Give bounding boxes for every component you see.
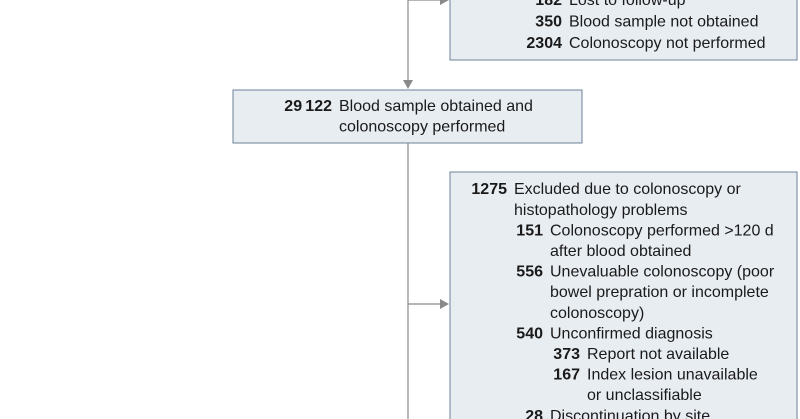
- label: Unconfirmed diagnosis: [550, 325, 713, 342]
- count: 2304: [526, 35, 562, 52]
- count: 151: [516, 222, 543, 239]
- included-box: [232, 89, 583, 144]
- count: 350: [535, 14, 562, 31]
- label: Lost to follow-up: [569, 0, 686, 9]
- arrowhead: [440, 299, 449, 309]
- label: after blood obtained: [550, 243, 691, 260]
- count: 29 122: [284, 98, 332, 115]
- label: bowel prepration or incomplete: [550, 284, 769, 301]
- label: Excluded due to colonoscopy or: [514, 181, 741, 198]
- label: Blood sample obtained and: [339, 98, 533, 115]
- label: Index lesion unavailable: [587, 367, 758, 384]
- label: Discontinuation by site: [550, 408, 710, 419]
- arrowhead: [403, 80, 413, 89]
- count: 167: [553, 367, 580, 384]
- count: 28: [525, 408, 543, 419]
- exclusion-box-top: [449, 0, 798, 61]
- count: 556: [516, 264, 543, 281]
- label: Unevaluable colonoscopy (poor: [550, 264, 775, 281]
- label: Colonoscopy performed >120 d: [550, 222, 774, 239]
- exclusion-box-bottom: [449, 171, 798, 419]
- label: Blood sample not obtained: [569, 14, 758, 31]
- count: 540: [516, 325, 543, 342]
- count: 1275: [471, 181, 507, 198]
- count: 373: [553, 346, 580, 363]
- label: Report not available: [587, 346, 729, 363]
- count: 182: [535, 0, 562, 9]
- label: or unclassifiable: [587, 387, 702, 404]
- label: colonoscopy): [550, 305, 644, 322]
- label: histopathology problems: [514, 202, 687, 219]
- label: Colonoscopy not performed: [569, 35, 766, 52]
- label: colonoscopy performed: [339, 119, 505, 136]
- arrowhead: [440, 0, 449, 5]
